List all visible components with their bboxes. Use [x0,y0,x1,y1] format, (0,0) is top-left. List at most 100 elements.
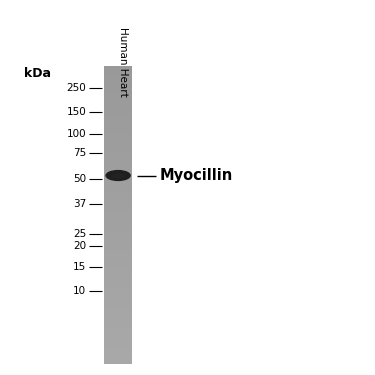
Bar [104,209,132,210]
Bar [104,188,132,189]
Bar [104,210,132,211]
Bar [104,336,132,337]
Bar [104,226,132,228]
Bar [104,75,132,76]
Bar [104,84,132,86]
Bar [104,302,132,303]
Bar [104,284,132,285]
Bar [104,134,132,135]
Bar [104,196,132,197]
Ellipse shape [111,174,125,178]
Bar [104,141,132,142]
Text: 50: 50 [73,174,86,184]
Bar [104,249,132,250]
Bar [104,261,132,262]
Bar [104,320,132,321]
Bar [104,228,132,229]
Bar [104,202,132,203]
Bar [104,183,132,184]
Bar [104,293,132,294]
Bar [104,198,132,199]
Bar [104,81,132,82]
Bar [104,205,132,206]
Bar [104,132,132,133]
Bar [104,101,132,102]
Bar [104,244,132,246]
Bar [104,278,132,279]
Bar [104,74,132,75]
Text: 75: 75 [73,148,86,158]
Bar [104,350,132,351]
Bar [104,246,132,248]
Bar [104,316,132,317]
Bar [104,295,132,296]
Bar [104,272,132,273]
Bar [104,204,132,205]
Bar [104,124,132,125]
Bar [104,139,132,140]
Bar [104,353,132,354]
Bar [104,306,132,307]
Text: 250: 250 [66,83,86,93]
Bar [104,219,132,220]
Bar [104,347,132,348]
Bar [104,128,132,129]
Bar [104,339,132,340]
Bar [104,251,132,252]
Bar [104,147,132,148]
Bar [104,172,132,173]
Bar [104,106,132,107]
Bar [104,318,132,319]
Bar [104,144,132,145]
Bar [104,258,132,260]
Bar [104,194,132,195]
Bar [104,270,132,272]
Bar [104,338,132,339]
Bar [104,120,132,121]
Bar [104,130,132,131]
Bar [104,82,132,84]
Bar [104,231,132,232]
Bar [104,217,132,219]
Bar [104,162,132,163]
Bar [104,133,132,134]
Bar [104,240,132,242]
Bar [104,287,132,288]
Bar [104,123,132,124]
Bar [104,143,132,144]
Bar [104,165,132,166]
Bar [104,275,132,276]
Bar [104,117,132,118]
Text: 100: 100 [66,129,86,139]
Bar [104,334,132,335]
Bar [104,291,132,292]
Bar [104,175,132,176]
Bar [104,145,132,146]
Bar [104,126,132,127]
Bar [104,150,132,151]
Bar [104,344,132,345]
Bar [104,307,132,308]
Bar [104,110,132,111]
Bar [104,329,132,330]
Bar [104,267,132,268]
Bar [104,305,132,306]
Bar [104,322,132,323]
Text: 150: 150 [66,107,86,117]
Bar [104,359,132,360]
Bar [104,208,132,209]
Bar [104,87,132,88]
Bar [104,222,132,223]
Bar [104,345,132,346]
Bar [104,315,132,316]
Bar [104,238,132,240]
Bar [104,137,132,138]
Bar [104,257,132,258]
Bar [104,297,132,298]
Bar [104,285,132,286]
Bar [104,152,132,153]
Bar [104,80,132,81]
Bar [104,146,132,147]
Bar [104,166,132,167]
Bar [104,274,132,275]
